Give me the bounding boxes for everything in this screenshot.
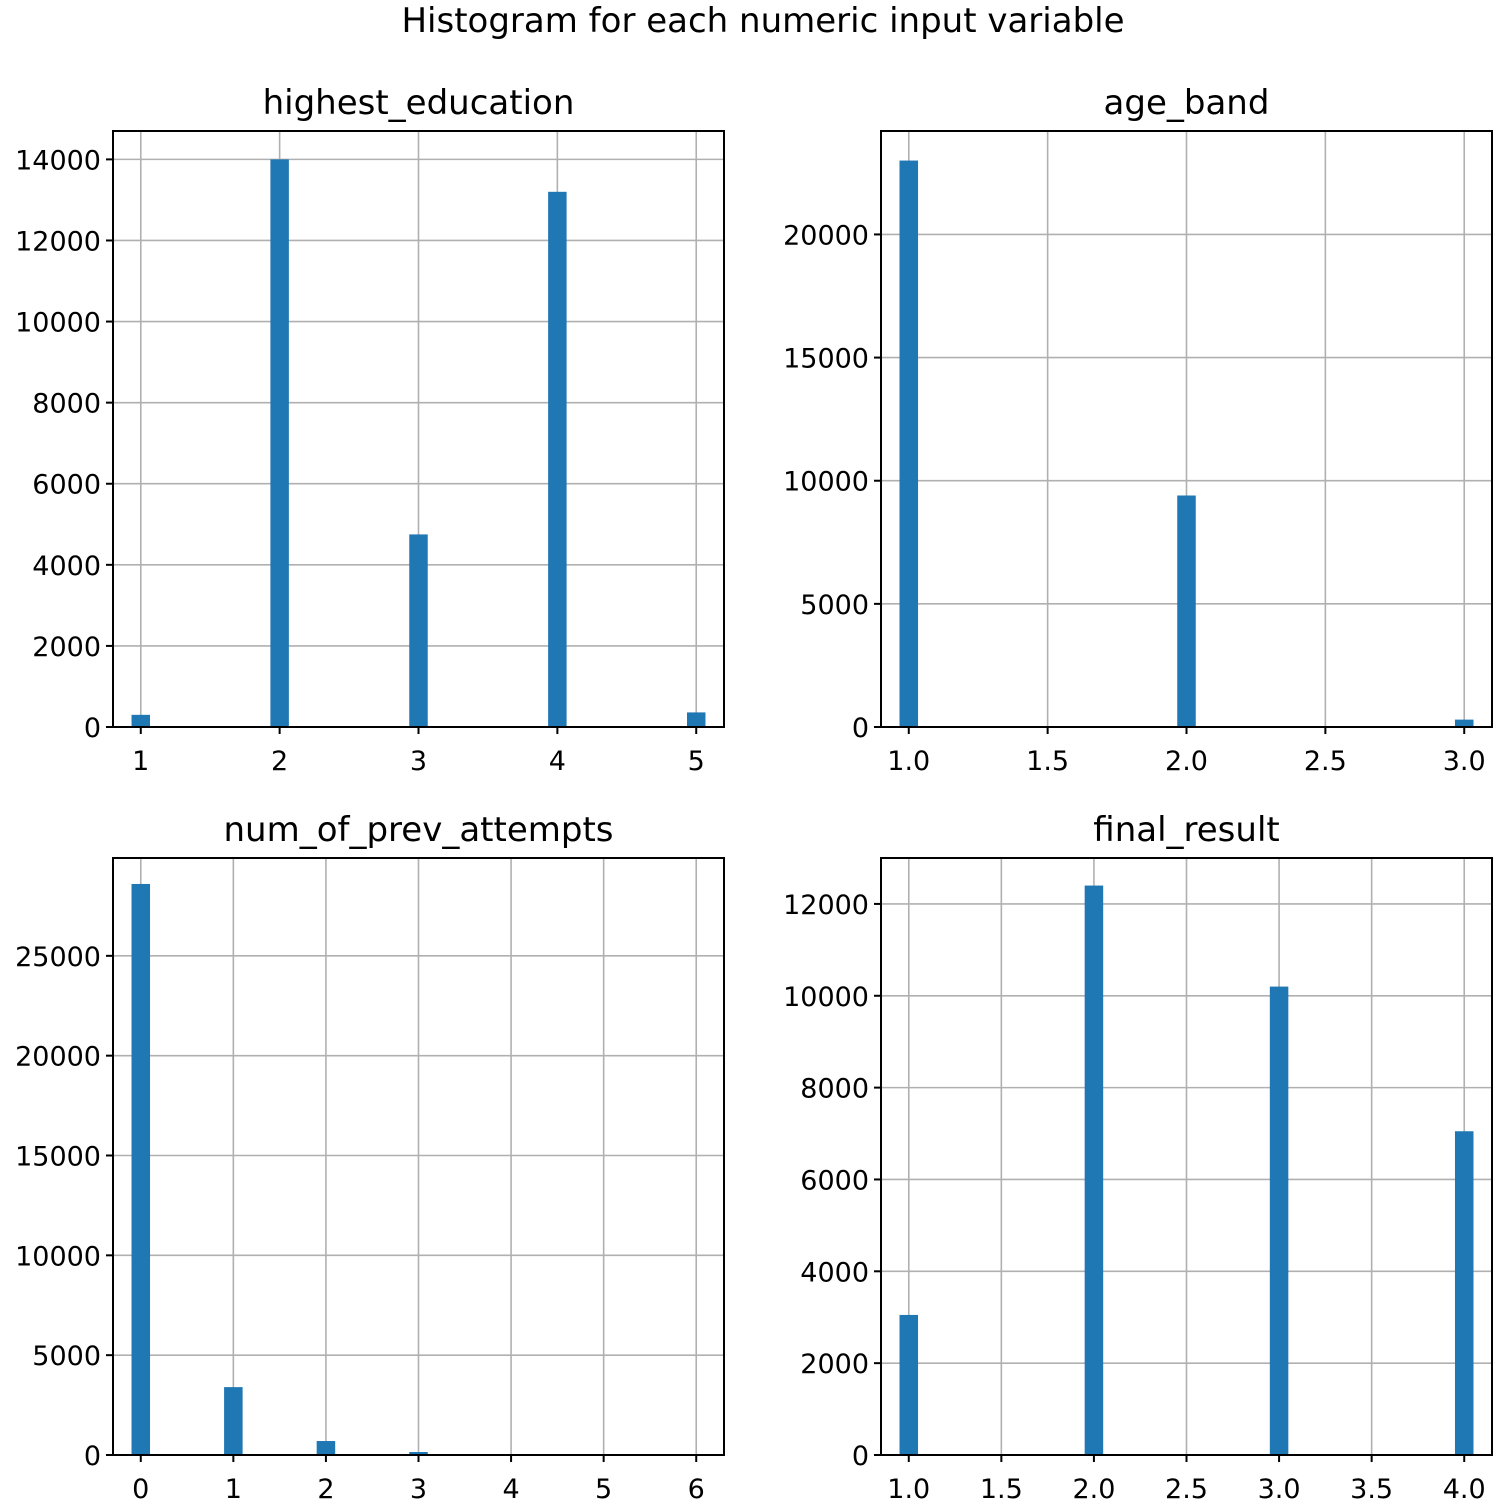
age-band-ytick-label-0: 0 — [852, 713, 869, 744]
num-of-prev-attempts-xtick-label-5: 5 — [595, 1474, 612, 1503]
final-result-ytick-label-3: 6000 — [800, 1165, 869, 1196]
num-of-prev-attempts-xtick-label-1: 1 — [225, 1474, 242, 1503]
age-band-bar-2 — [1455, 720, 1474, 727]
highest-education-bar-1 — [270, 159, 288, 727]
age-band-ytick-label-2: 10000 — [783, 467, 869, 498]
num-of-prev-attempts-bar-0 — [132, 884, 151, 1455]
figure-title: Histogram for each numeric input variabl… — [401, 1, 1124, 41]
highest-education-ytick-label-4: 8000 — [32, 389, 101, 420]
highest-education-xtick-label-2: 3 — [410, 746, 427, 777]
highest-education-bar-2 — [409, 534, 427, 727]
highest-education-bar-0 — [132, 715, 150, 727]
highest-education-ytick-label-7: 14000 — [15, 145, 101, 176]
final-result-bar-3 — [1455, 1131, 1474, 1455]
final-result-xtick-label-4: 3.0 — [1258, 1474, 1301, 1503]
final-result-ytick-label-1: 2000 — [800, 1349, 869, 1380]
highest-education-bar-4 — [687, 712, 705, 727]
final-result-bar-1 — [1085, 886, 1104, 1455]
num-of-prev-attempts-xtick-label-3: 3 — [410, 1474, 427, 1503]
age-band-bar-1 — [1177, 495, 1196, 727]
num-of-prev-attempts-xtick-label-6: 6 — [688, 1474, 705, 1503]
final-result-ytick-label-2: 4000 — [800, 1257, 869, 1288]
final-result-xtick-label-0: 1.0 — [887, 1474, 930, 1503]
age-band-xtick-label-4: 3.0 — [1443, 746, 1486, 777]
final-result-xtick-label-5: 3.5 — [1350, 1474, 1393, 1503]
highest-education-ytick-label-0: 0 — [84, 713, 101, 744]
age-band-xtick-label-0: 1.0 — [887, 746, 930, 777]
num-of-prev-attempts-bar-2 — [317, 1441, 336, 1455]
final-result-xtick-label-6: 4.0 — [1443, 1474, 1486, 1503]
age-band-xtick-label-1: 1.5 — [1026, 746, 1069, 777]
final-result-panel: 1.0 1.5 2.0 2.5 3.0 3.5 4.0 0 2000 4000 6000 8000 10… — [783, 810, 1492, 1503]
age-band-ytick-label-3: 15000 — [783, 344, 869, 375]
highest-education-xtick-label-0: 1 — [132, 746, 149, 777]
final-result-ytick-label-4: 8000 — [800, 1074, 869, 1105]
num-of-prev-attempts-title: num_of_prev_attempts — [223, 810, 613, 850]
final-result-xtick-label-1: 1.5 — [980, 1474, 1023, 1503]
highest-education-panel: 1 2 3 4 5 0 2000 4000 6000 8000 10000 12000 14000 hig… — [15, 83, 724, 777]
num-of-prev-attempts-ytick-label-3: 15000 — [15, 1142, 101, 1173]
num-of-prev-attempts-ytick-label-1: 5000 — [32, 1341, 101, 1372]
final-result-bar-2 — [1270, 987, 1289, 1455]
age-band-ytick-label-4: 20000 — [783, 220, 869, 251]
num-of-prev-attempts-ytick-label-4: 20000 — [15, 1042, 101, 1073]
final-result-title: final_result — [1093, 810, 1279, 850]
age-band-xtick-label-3: 2.5 — [1304, 746, 1347, 777]
num-of-prev-attempts-xtick-label-4: 4 — [502, 1474, 519, 1503]
num-of-prev-attempts-ytick-label-0: 0 — [84, 1441, 101, 1472]
age-band-title: age_band — [1104, 83, 1270, 123]
final-result-xtick-label-2: 2.0 — [1072, 1474, 1115, 1503]
final-result-bar-0 — [900, 1315, 919, 1455]
highest-education-xtick-label-3: 4 — [549, 746, 566, 777]
num-of-prev-attempts-panel: 0 1 2 3 4 5 6 0 5000 10000 15000 20000 25000 num_of_p… — [15, 810, 724, 1503]
num-of-prev-attempts-bar-1 — [224, 1387, 243, 1455]
age-band-bar-0 — [900, 161, 919, 727]
highest-education-xtick-label-1: 2 — [271, 746, 288, 777]
final-result-ytick-label-0: 0 — [852, 1441, 869, 1472]
highest-education-title: highest_education — [263, 83, 575, 123]
final-result-ytick-label-5: 10000 — [783, 982, 869, 1013]
num-of-prev-attempts-ytick-label-2: 10000 — [15, 1241, 101, 1272]
highest-education-ytick-label-2: 4000 — [32, 551, 101, 582]
final-result-xtick-label-3: 2.5 — [1165, 1474, 1208, 1503]
highest-education-bar-3 — [548, 192, 566, 727]
highest-education-ytick-label-6: 12000 — [15, 226, 101, 257]
age-band-ytick-label-1: 5000 — [800, 590, 869, 621]
num-of-prev-attempts-xtick-label-2: 2 — [317, 1474, 334, 1503]
age-band-panel: 1.0 1.5 2.0 2.5 3.0 0 5000 10000 15000 20000 age_b… — [783, 83, 1492, 777]
final-result-ytick-label-6: 12000 — [783, 890, 869, 921]
age-band-xtick-label-2: 2.0 — [1165, 746, 1208, 777]
num-of-prev-attempts-ytick-label-5: 25000 — [15, 942, 101, 973]
num-of-prev-attempts-xtick-label-0: 0 — [132, 1474, 149, 1503]
highest-education-xtick-label-4: 5 — [688, 746, 705, 777]
highest-education-ytick-label-5: 10000 — [15, 308, 101, 339]
highest-education-ytick-label-1: 2000 — [32, 632, 101, 663]
highest-education-ytick-label-3: 6000 — [32, 470, 101, 501]
